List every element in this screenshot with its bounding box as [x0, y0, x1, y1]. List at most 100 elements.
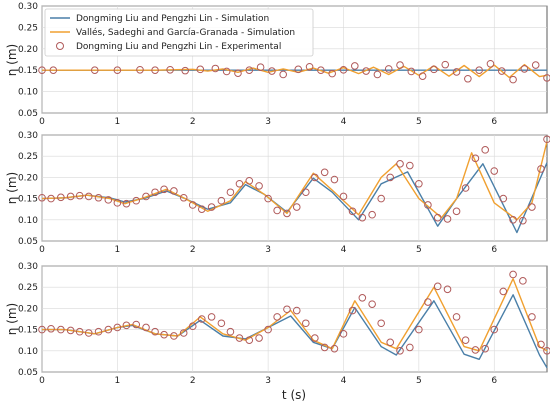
experimental-point — [166, 65, 174, 74]
experimental-point — [339, 330, 348, 338]
experimental-point — [235, 334, 244, 342]
experimental-point — [113, 323, 122, 332]
experimental-point — [377, 194, 385, 203]
experimental-point — [430, 65, 438, 74]
ylabel-panel-1: η (m) — [5, 44, 19, 76]
xtick-label: 5 — [416, 117, 422, 127]
experimental-point — [207, 203, 216, 211]
experimental-point — [350, 62, 359, 70]
legend: Dongming Liu and Pengzhi Lin - Simulatio… — [44, 8, 314, 57]
xtick-label: 4 — [341, 376, 347, 386]
experimental-point — [151, 327, 159, 336]
experimental-point — [302, 319, 310, 328]
experimental-point — [317, 66, 325, 74]
experimental-point — [311, 334, 319, 342]
experimental-point — [328, 69, 336, 78]
experimental-point — [441, 60, 450, 69]
series-line-valles-simulation — [42, 63, 548, 79]
experimental-point — [452, 68, 461, 76]
experimental-point — [256, 63, 265, 72]
experimental-point — [520, 65, 529, 73]
ytick-label: 0.20 — [18, 304, 38, 314]
experimental-point — [255, 334, 263, 342]
ytick-label: 0.20 — [18, 173, 38, 183]
experimental-point — [160, 185, 168, 194]
ytick-label: 0.10 — [18, 88, 38, 98]
xtick-label: 5 — [416, 376, 422, 386]
ytick-label: 0.25 — [18, 283, 38, 293]
experimental-point — [136, 65, 144, 74]
experimental-point — [217, 196, 226, 205]
experimental-point — [197, 315, 206, 323]
ytick-label: 0.15 — [18, 326, 38, 336]
experimental-point — [160, 330, 168, 339]
ytick-label: 0.10 — [18, 347, 38, 357]
experimental-point — [94, 327, 103, 336]
experimental-point — [543, 135, 550, 144]
experimental-point — [531, 61, 540, 69]
experimental-point — [537, 165, 545, 173]
experimental-point — [75, 191, 84, 200]
experimental-point — [170, 332, 178, 340]
experimental-point — [406, 343, 414, 352]
xtick-label: 2 — [190, 245, 196, 255]
experimental-point — [245, 66, 254, 74]
experimental-point — [461, 184, 470, 192]
experimental-point — [132, 320, 141, 329]
experimental-point — [348, 306, 357, 315]
experimental-point — [396, 347, 404, 355]
experimental-point — [188, 322, 197, 331]
xtick-label: 4 — [341, 117, 347, 127]
experimental-point — [75, 327, 84, 336]
experimental-point — [424, 298, 432, 306]
experimental-point — [368, 210, 376, 219]
xtick-label: 1 — [115, 245, 121, 255]
experimental-point — [179, 329, 188, 337]
experimental-point — [151, 188, 159, 197]
experimental-point — [386, 338, 395, 347]
experimental-point — [57, 325, 65, 334]
series-line-valles-simulation — [42, 278, 548, 352]
experimental-point — [320, 343, 329, 352]
legend-marker-circle — [56, 42, 64, 50]
xtick-label: 6 — [491, 245, 497, 255]
experimental-point — [90, 66, 99, 74]
panel-wave-gauge-2: 0.05 0.10 0.15 0.20 0.25 0.30 0 1 2 3 4 5 6 η (m) — [5, 131, 550, 255]
experimental-point — [396, 160, 404, 168]
series-line-valles-simulation — [41, 141, 548, 221]
experimental-point — [122, 321, 131, 330]
xtick-label: 5 — [416, 245, 422, 255]
experimental-point — [433, 282, 442, 291]
experimental-point — [283, 305, 291, 314]
xtick-label: 2 — [190, 117, 196, 127]
experimental-point — [292, 203, 301, 211]
experimental-point — [104, 325, 113, 334]
experimental-point — [122, 199, 131, 208]
experimental-point — [519, 277, 527, 285]
experimental-point — [268, 67, 276, 75]
xtick-label: 0 — [39, 245, 45, 255]
experimental-point — [197, 205, 206, 213]
ytick-label: 0.30 — [18, 2, 38, 12]
experimental-point — [452, 313, 461, 321]
experimental-point — [509, 75, 517, 84]
experimental-point — [302, 188, 310, 197]
ylabel-panel-2: η (m) — [5, 172, 19, 204]
experimental-point — [234, 69, 242, 77]
experimental-point — [113, 66, 122, 74]
experimental-point — [330, 344, 339, 353]
legend-label: Dongming Liu and Pengzhi Lin - Experimen… — [76, 42, 281, 52]
ytick-label: 0.30 — [18, 131, 38, 141]
ytick-label: 0.20 — [18, 45, 38, 55]
ytick-label: 0.15 — [18, 195, 38, 205]
experimental-point — [543, 74, 550, 82]
ytick-label: 0.10 — [18, 216, 38, 226]
experimental-point — [235, 179, 244, 188]
experimental-point — [264, 194, 272, 203]
experimental-point — [104, 196, 113, 204]
experimental-point — [222, 67, 231, 76]
experimental-point — [418, 72, 427, 80]
ylabel-panel-3: η (m) — [5, 303, 19, 335]
experimental-point — [348, 207, 357, 216]
